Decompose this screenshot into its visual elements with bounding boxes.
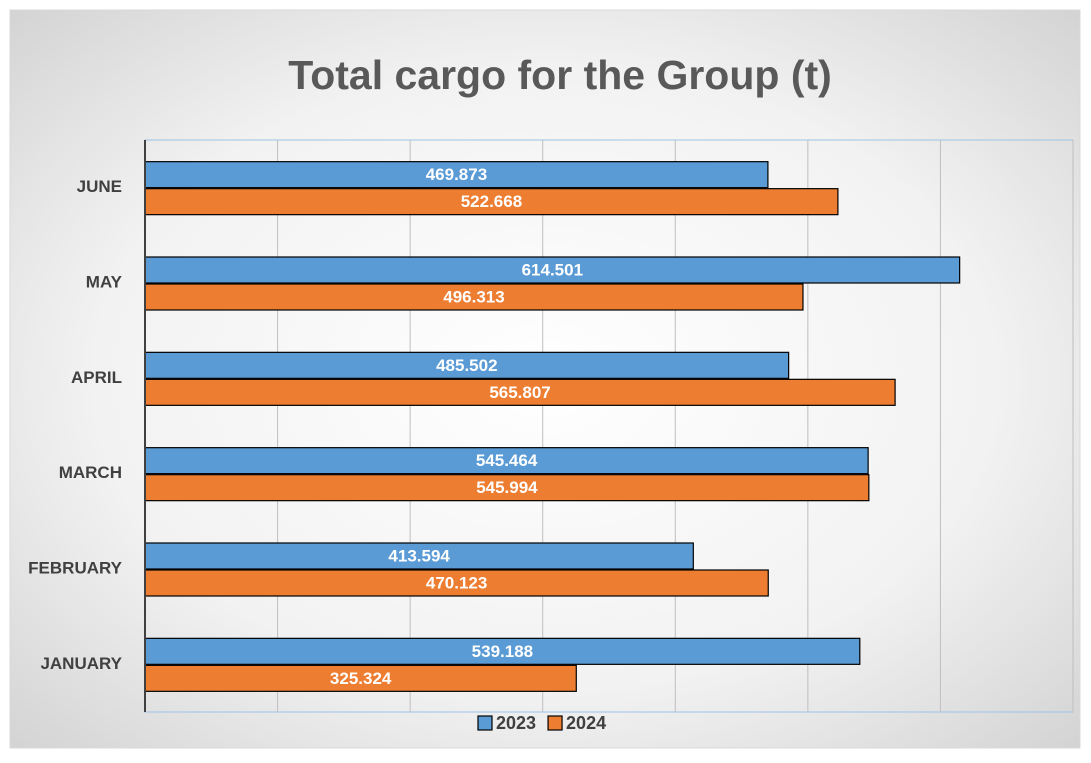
data-label: 565.807 (489, 383, 550, 402)
bar (144, 447, 869, 475)
data-label: 545.994 (476, 478, 538, 497)
y-tick-label: APRIL (71, 368, 122, 387)
data-label: 614.501 (522, 260, 583, 279)
bar (144, 637, 861, 665)
bar (144, 542, 694, 570)
data-label: 469.873 (426, 165, 487, 184)
data-label: 545.464 (476, 451, 538, 470)
chart-title: Total cargo for the Group (t) (288, 52, 832, 98)
legend-swatch (547, 715, 563, 731)
y-tick-label: MARCH (59, 463, 122, 482)
bar (144, 378, 896, 406)
bar (144, 188, 839, 216)
data-label: 496.313 (443, 287, 504, 306)
data-label: 325.324 (330, 669, 392, 688)
bar (144, 351, 790, 379)
data-label: 470.123 (426, 573, 487, 592)
bar (144, 256, 961, 284)
data-label: 485.502 (436, 356, 497, 375)
y-tick-label: JUNE (77, 177, 122, 196)
bar (144, 474, 870, 502)
legend-label: 2023 (496, 713, 536, 733)
bar (144, 569, 769, 597)
data-label: 539.188 (472, 642, 533, 661)
bar (144, 283, 804, 311)
bar (144, 664, 577, 692)
legend-label: 2024 (566, 713, 606, 733)
y-tick-label: MAY (86, 272, 123, 291)
y-tick-label: JANUARY (40, 654, 122, 673)
legend-swatch (477, 715, 493, 731)
data-label: 522.668 (461, 192, 522, 211)
y-tick-label: FEBRUARY (28, 558, 122, 577)
data-label: 413.594 (388, 546, 450, 565)
